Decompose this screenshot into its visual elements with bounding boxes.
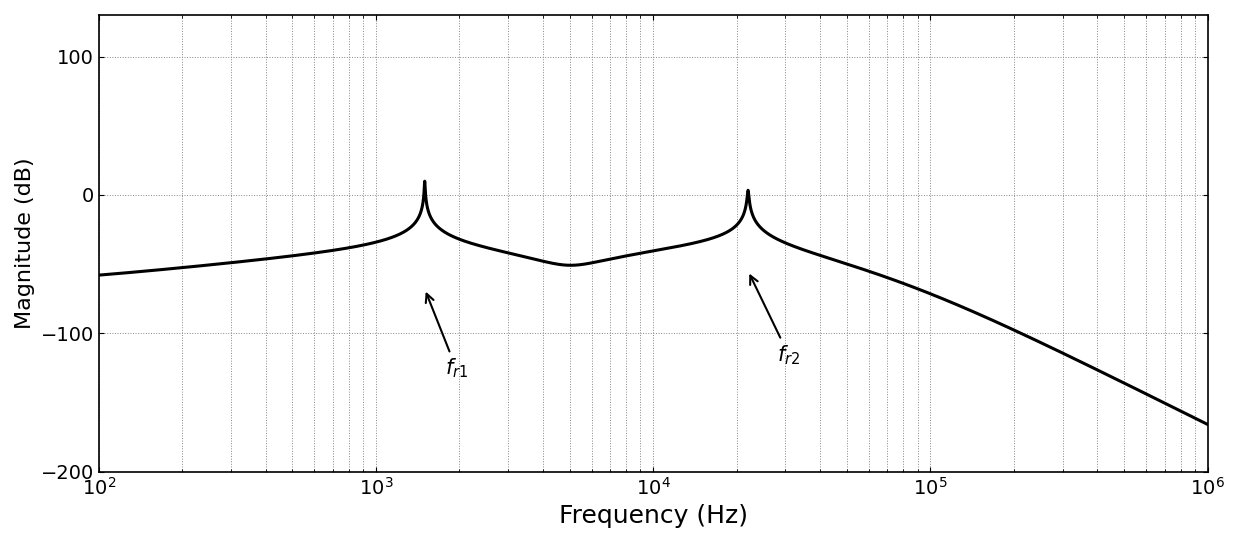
Y-axis label: Magnitude (dB): Magnitude (dB) [15, 157, 35, 329]
Text: $f_{r1}$: $f_{r1}$ [425, 294, 467, 381]
Text: $f_{r2}$: $f_{r2}$ [750, 276, 800, 367]
X-axis label: Frequency (Hz): Frequency (Hz) [559, 504, 748, 528]
